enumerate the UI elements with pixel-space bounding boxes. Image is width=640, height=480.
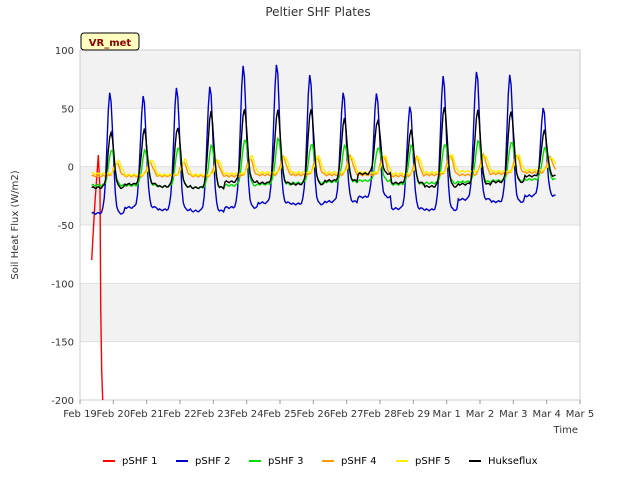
x-tick-label: Mar 5 bbox=[566, 409, 594, 420]
series-line-pshf-5 bbox=[91, 153, 557, 177]
x-tick-label: Feb 19 bbox=[63, 409, 97, 420]
series-line-pshf-2 bbox=[91, 64, 556, 216]
x-tick-label: Feb 25 bbox=[263, 409, 297, 420]
y-tick-label: 0 bbox=[68, 163, 74, 174]
series-line-hukseflux bbox=[91, 106, 556, 190]
plot-band bbox=[80, 50, 580, 109]
x-tick-label: Feb 21 bbox=[130, 409, 164, 420]
x-tick-label: Feb 26 bbox=[297, 409, 331, 420]
legend-label-pshf-2: pSHF 2 bbox=[195, 456, 231, 467]
station-badge: VR_met bbox=[80, 32, 140, 51]
legend: pSHF 1 pSHF 2 pSHF 3 pSHF 4 pSHF 5 Hukseflux bbox=[103, 456, 538, 467]
legend-label-hukseflux: Hukseflux bbox=[488, 456, 538, 467]
plot-frame bbox=[79, 49, 581, 401]
x-tick-label: Feb 22 bbox=[163, 409, 197, 420]
y-axis-title: Soil Heat Flux (W/m2) bbox=[10, 170, 21, 279]
x-tick-label: Mar 3 bbox=[499, 409, 527, 420]
series-line-pshf-1 bbox=[91, 154, 104, 401]
station-badge-box bbox=[80, 32, 140, 51]
x-tick-label: Feb 27 bbox=[330, 409, 364, 420]
x-tick-label: Mar 2 bbox=[466, 409, 494, 420]
legend-label-pshf-4: pSHF 4 bbox=[341, 456, 377, 467]
y-axis-ticks: 100 50 0 -50 -100 -150 -200 bbox=[51, 46, 74, 407]
plot-band bbox=[80, 283, 580, 342]
x-axis-title: Time bbox=[553, 425, 578, 436]
legend-label-pshf-3: pSHF 3 bbox=[268, 456, 304, 467]
chart-title: Peltier SHF Plates bbox=[265, 5, 370, 19]
y-tick-label: -50 bbox=[58, 221, 74, 232]
y-tick-label: -100 bbox=[51, 279, 74, 290]
legend-label-pshf-1: pSHF 1 bbox=[122, 456, 158, 467]
x-tick-label: Feb 20 bbox=[97, 409, 131, 420]
series-layer bbox=[91, 64, 557, 401]
station-badge-label: VR_met bbox=[89, 38, 132, 49]
legend-label-pshf-5: pSHF 5 bbox=[415, 456, 451, 467]
x-tick-label: Mar 4 bbox=[532, 409, 560, 420]
y-tick-label: -150 bbox=[51, 338, 74, 349]
x-tick-label: Mar 1 bbox=[432, 409, 460, 420]
x-tick-label: Feb 28 bbox=[363, 409, 397, 420]
plot-bands bbox=[80, 50, 580, 342]
x-tick-label: Feb 29 bbox=[397, 409, 431, 420]
x-axis-ticks: Feb 19 Feb 20 Feb 21 Feb 22 Feb 23 Feb 24 Feb … bbox=[63, 400, 594, 420]
x-tick-label: Feb 23 bbox=[197, 409, 231, 420]
x-tick-label: Feb 24 bbox=[230, 409, 264, 420]
y-tick-label: -200 bbox=[51, 396, 74, 407]
y-tick-label: 100 bbox=[55, 46, 74, 57]
y-tick-label: 50 bbox=[61, 104, 74, 115]
